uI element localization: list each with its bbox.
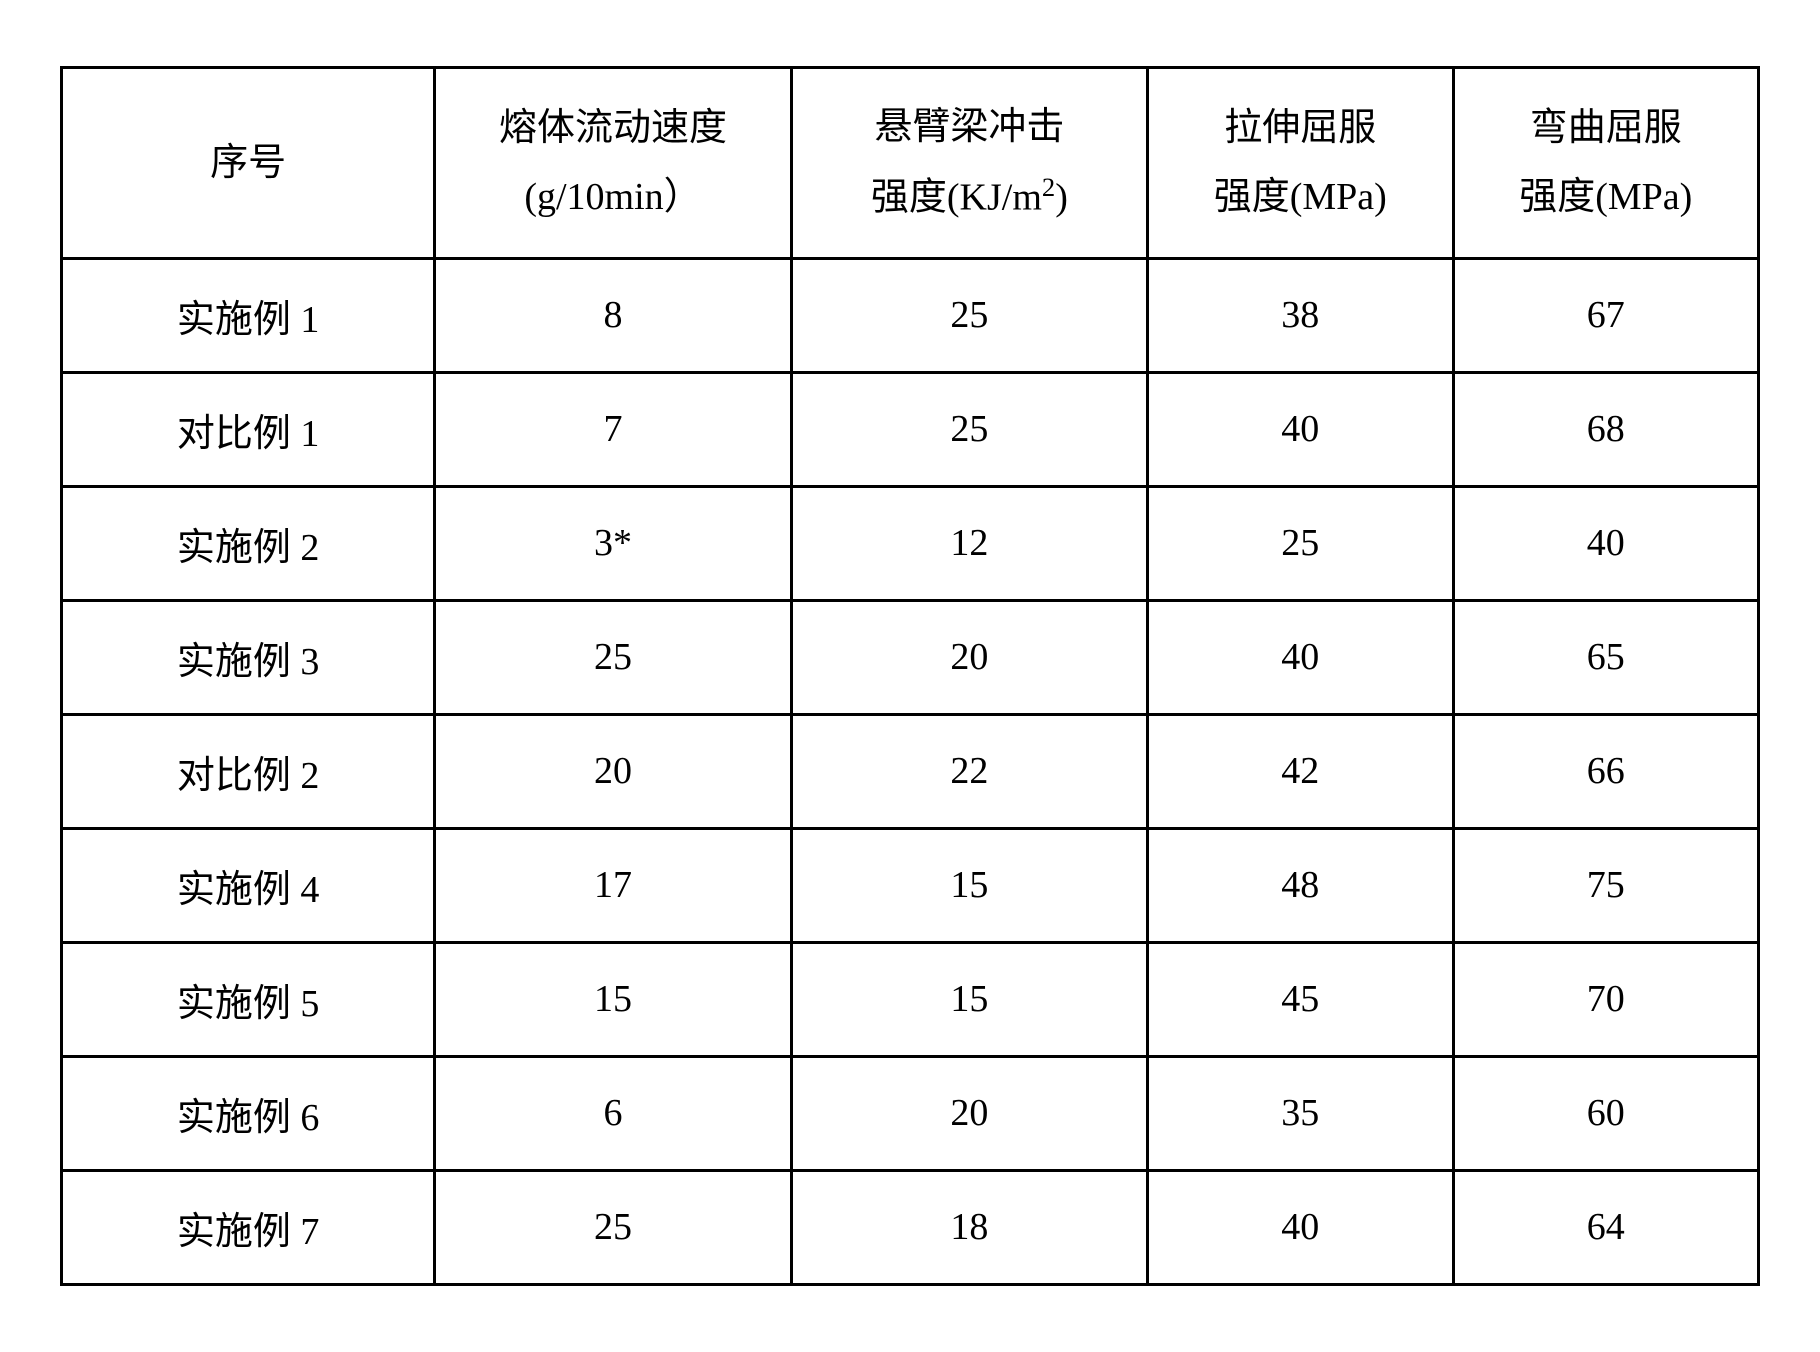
cell-value: 42 xyxy=(1148,714,1453,828)
cell-value: 20 xyxy=(791,600,1147,714)
table-row: 实施例 7 25 18 40 64 xyxy=(62,1170,1759,1284)
table-row: 实施例 5 15 15 45 70 xyxy=(62,942,1759,1056)
cell-value: 60 xyxy=(1453,1056,1759,1170)
cell-value: 20 xyxy=(435,714,791,828)
table-row: 对比例 2 20 22 42 66 xyxy=(62,714,1759,828)
header-cell-melt-flow: 熔体流动速度 (g/10min） xyxy=(435,68,791,258)
header-cell-seq: 序号 xyxy=(62,68,435,258)
cell-value: 15 xyxy=(435,942,791,1056)
cell-value: 25 xyxy=(435,600,791,714)
header-row: 序号 熔体流动速度 (g/10min） 悬臂梁冲击 强度(KJ/m2) xyxy=(62,68,1759,258)
header-label: 弯曲屈服 xyxy=(1530,98,1682,159)
cell-value: 22 xyxy=(791,714,1147,828)
cell-label: 实施例 3 xyxy=(62,600,435,714)
cell-value: 12 xyxy=(791,486,1147,600)
cell-value: 67 xyxy=(1453,258,1759,372)
cell-value: 20 xyxy=(791,1056,1147,1170)
cell-value: 15 xyxy=(791,942,1147,1056)
header-label: 悬臂梁冲击 xyxy=(874,97,1064,158)
cell-label: 对比例 1 xyxy=(62,372,435,486)
cell-value: 25 xyxy=(435,1170,791,1284)
table-row: 实施例 4 17 15 48 75 xyxy=(62,828,1759,942)
table-header: 序号 熔体流动速度 (g/10min） 悬臂梁冲击 强度(KJ/m2) xyxy=(62,68,1759,258)
header-label: 拉伸屈服 xyxy=(1224,98,1376,159)
table-row: 实施例 3 25 20 40 65 xyxy=(62,600,1759,714)
table-row: 对比例 1 7 25 40 68 xyxy=(62,372,1759,486)
cell-value: 40 xyxy=(1453,486,1759,600)
cell-value: 25 xyxy=(791,258,1147,372)
cell-value: 75 xyxy=(1453,828,1759,942)
cell-label: 实施例 4 xyxy=(62,828,435,942)
cell-value: 68 xyxy=(1453,372,1759,486)
table-body: 实施例 1 8 25 38 67 对比例 1 7 25 40 68 实施例 2 … xyxy=(62,258,1759,1284)
cell-value: 45 xyxy=(1148,942,1453,1056)
cell-label: 对比例 2 xyxy=(62,714,435,828)
cell-value: 25 xyxy=(1148,486,1453,600)
cell-label: 实施例 6 xyxy=(62,1056,435,1170)
cell-label: 实施例 7 xyxy=(62,1170,435,1284)
cell-value: 70 xyxy=(1453,942,1759,1056)
cell-value: 7 xyxy=(435,372,791,486)
cell-value: 17 xyxy=(435,828,791,942)
cell-value: 6 xyxy=(435,1056,791,1170)
header-cell-tensile: 拉伸屈服 强度(MPa) xyxy=(1148,68,1453,258)
table-container: 序号 熔体流动速度 (g/10min） 悬臂梁冲击 强度(KJ/m2) xyxy=(60,66,1760,1285)
header-unit: 强度(MPa) xyxy=(1519,167,1692,228)
cell-value: 64 xyxy=(1453,1170,1759,1284)
cell-value: 40 xyxy=(1148,372,1453,486)
cell-value: 8 xyxy=(435,258,791,372)
cell-value: 38 xyxy=(1148,258,1453,372)
data-table: 序号 熔体流动速度 (g/10min） 悬臂梁冲击 强度(KJ/m2) xyxy=(60,66,1760,1285)
cell-value: 40 xyxy=(1148,1170,1453,1284)
cell-label: 实施例 2 xyxy=(62,486,435,600)
table-row: 实施例 1 8 25 38 67 xyxy=(62,258,1759,372)
cell-value: 3* xyxy=(435,486,791,600)
cell-value: 66 xyxy=(1453,714,1759,828)
header-cell-izod: 悬臂梁冲击 强度(KJ/m2) xyxy=(791,68,1147,258)
header-label: 序号 xyxy=(210,133,286,194)
cell-value: 15 xyxy=(791,828,1147,942)
cell-value: 40 xyxy=(1148,600,1453,714)
cell-value: 18 xyxy=(791,1170,1147,1284)
cell-label: 实施例 5 xyxy=(62,942,435,1056)
header-label: 熔体流动速度 xyxy=(499,98,727,159)
header-unit: 强度(KJ/m2) xyxy=(871,166,1068,228)
table-row: 实施例 2 3* 12 25 40 xyxy=(62,486,1759,600)
cell-value: 65 xyxy=(1453,600,1759,714)
header-unit: (g/10min） xyxy=(524,167,701,228)
header-cell-flexural: 弯曲屈服 强度(MPa) xyxy=(1453,68,1759,258)
table-row: 实施例 6 6 20 35 60 xyxy=(62,1056,1759,1170)
cell-value: 35 xyxy=(1148,1056,1453,1170)
cell-value: 48 xyxy=(1148,828,1453,942)
cell-label: 实施例 1 xyxy=(62,258,435,372)
header-unit: 强度(MPa) xyxy=(1214,167,1387,228)
cell-value: 25 xyxy=(791,372,1147,486)
